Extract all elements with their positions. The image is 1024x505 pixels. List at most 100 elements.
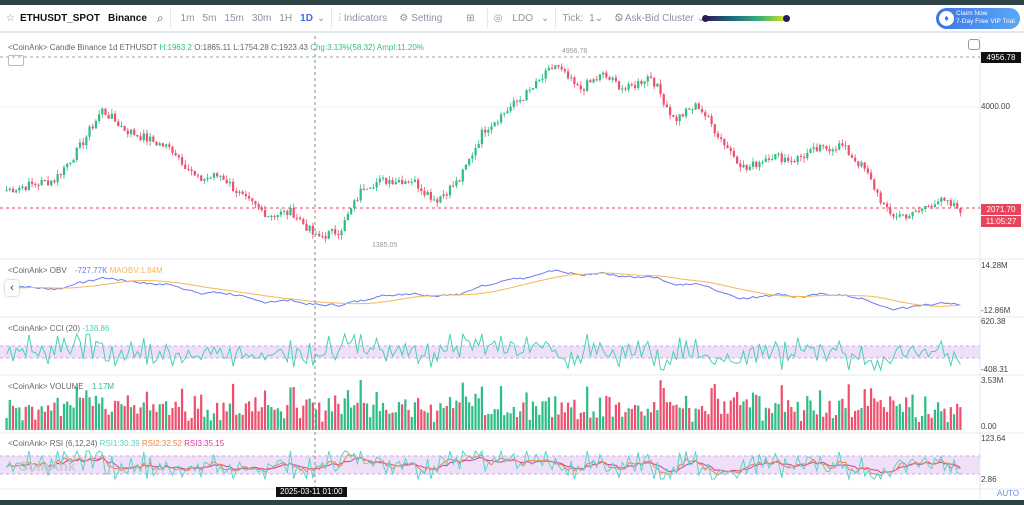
volume-bar bbox=[464, 396, 468, 430]
heatmap-color-slider[interactable] bbox=[702, 15, 790, 22]
volume-bar bbox=[292, 387, 295, 430]
candle-body bbox=[149, 136, 152, 142]
volume-bar bbox=[219, 420, 222, 430]
candle-body bbox=[876, 189, 879, 193]
candle-body bbox=[468, 158, 471, 165]
collapse-panel-button[interactable]: ‹ bbox=[5, 280, 19, 296]
volume-bar bbox=[729, 400, 732, 430]
candle-body bbox=[273, 216, 276, 218]
candle-body bbox=[53, 180, 56, 183]
volume-bar bbox=[37, 409, 40, 430]
timeframes: 1m 5m 15m 30m 1H 1D ⌄ bbox=[171, 5, 332, 31]
volume-bar bbox=[653, 401, 656, 430]
volume-bar bbox=[72, 407, 75, 430]
candle-body bbox=[869, 172, 873, 180]
candle-body bbox=[726, 145, 729, 148]
candle-body bbox=[924, 206, 927, 209]
chevron-down-icon[interactable]: ⌄ bbox=[316, 12, 326, 24]
candle-body bbox=[193, 171, 196, 176]
volume-bar bbox=[694, 408, 697, 430]
timeframe-1m[interactable]: 1m bbox=[180, 12, 195, 24]
candle-body bbox=[91, 126, 94, 129]
auto-scale-button[interactable]: AUTO bbox=[997, 489, 1020, 498]
symbol-name[interactable]: ETHUSDT_SPOT bbox=[19, 12, 100, 24]
candle-body bbox=[598, 74, 602, 80]
chevron-down-icon: ⌄ bbox=[594, 12, 604, 24]
volume-bar bbox=[554, 396, 557, 430]
timeframe-30m[interactable]: 30m bbox=[251, 12, 272, 24]
candle-body bbox=[570, 77, 573, 79]
volume-bar bbox=[697, 409, 700, 430]
candle-body bbox=[295, 217, 299, 219]
volume-bar bbox=[24, 406, 27, 430]
candle-body bbox=[850, 155, 854, 158]
candle-body bbox=[653, 77, 656, 87]
candle-body bbox=[608, 77, 611, 80]
volume-bar bbox=[812, 410, 815, 430]
volume-bar bbox=[330, 411, 334, 430]
candle-body bbox=[241, 191, 244, 195]
candle-body bbox=[302, 219, 305, 225]
indicators-button[interactable]: ⫶ Indicators bbox=[332, 5, 393, 31]
candle-body bbox=[755, 161, 758, 168]
volume-bar bbox=[493, 409, 496, 430]
candle-body bbox=[490, 126, 493, 131]
volume-bar bbox=[171, 408, 174, 430]
volume-bar bbox=[707, 414, 710, 430]
candle-body bbox=[847, 145, 850, 156]
setting-button[interactable]: ⚙ Setting bbox=[393, 5, 448, 31]
volume-bar bbox=[50, 410, 53, 430]
candle-body bbox=[914, 210, 917, 212]
volume-bar bbox=[254, 397, 257, 430]
vip-trial-button[interactable]: ♦ Claim Now 7-Day Free VIP Trial bbox=[936, 8, 1020, 29]
volume-bar bbox=[742, 401, 745, 430]
rsi1-line bbox=[6, 449, 961, 481]
candle-body bbox=[429, 191, 432, 200]
candle-body bbox=[212, 173, 216, 178]
cci-value: -138.86 bbox=[82, 324, 110, 333]
star-icon[interactable]: ☆ bbox=[6, 12, 15, 24]
volume-bar bbox=[388, 413, 391, 430]
timeframe-1d[interactable]: 1D bbox=[300, 12, 313, 24]
volume-bar bbox=[905, 397, 908, 430]
candle-body bbox=[688, 108, 691, 110]
candle-body bbox=[410, 181, 413, 183]
timeframe-15m[interactable]: 15m bbox=[224, 12, 244, 24]
candle-body bbox=[637, 81, 640, 88]
candle-body bbox=[279, 211, 283, 215]
volume-bar bbox=[448, 397, 452, 430]
volume-bar bbox=[129, 407, 133, 430]
tick-select[interactable]: Tick: 1 ⌄ bbox=[556, 5, 609, 31]
collapse-legend-button[interactable] bbox=[8, 55, 24, 66]
volume-bar bbox=[873, 398, 876, 430]
candle-body bbox=[378, 178, 381, 183]
candle-body bbox=[174, 152, 177, 156]
search-icon[interactable]: ⌕ bbox=[156, 10, 164, 25]
candle-body bbox=[908, 216, 911, 219]
coin-select[interactable]: ◎ LDO ⌄ bbox=[488, 5, 556, 31]
volume-bar bbox=[117, 401, 120, 430]
layout-button[interactable]: ⊞ bbox=[460, 5, 480, 31]
candle-body bbox=[550, 67, 554, 69]
candle-body bbox=[257, 204, 260, 208]
volume-bar bbox=[659, 380, 662, 430]
timeframe-5m[interactable]: 5m bbox=[202, 12, 217, 24]
volume-bar bbox=[62, 403, 66, 430]
volume-bar bbox=[120, 404, 123, 430]
reset-zoom-button[interactable] bbox=[968, 39, 980, 50]
candle-body bbox=[72, 159, 75, 163]
volume-bar bbox=[838, 400, 841, 430]
candle-body bbox=[200, 175, 203, 181]
volume-bar bbox=[640, 411, 643, 430]
cluster-select[interactable]: Ꮻ Ask-Bid Cluster ⌄ bbox=[609, 5, 711, 31]
volume-bar bbox=[311, 402, 314, 430]
candle-body bbox=[423, 190, 426, 196]
volume-bar bbox=[267, 404, 270, 430]
timeframe-1h[interactable]: 1H bbox=[279, 12, 293, 24]
candle-body bbox=[62, 167, 66, 175]
candle-body bbox=[155, 141, 158, 146]
candle-body bbox=[37, 184, 40, 186]
candle-body bbox=[416, 179, 420, 189]
symbol-group: ☆ ETHUSDT_SPOT Binance ⌕ bbox=[0, 5, 170, 31]
